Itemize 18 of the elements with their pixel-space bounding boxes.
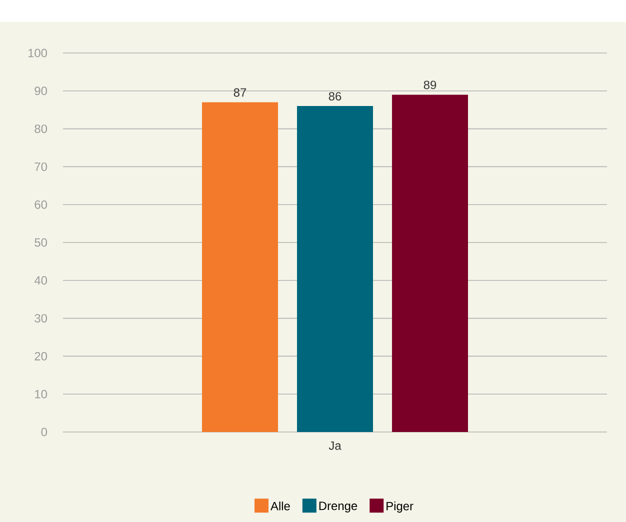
legend-label: Drenge [319,502,358,512]
y-tick-label: 50 [34,238,48,247]
y-tick-label: 90 [34,86,48,96]
y-tick-label: 40 [34,276,48,285]
y-tick-label: 10 [35,390,48,398]
y-tick-label: 0 [41,428,48,436]
data-label: 86 [328,92,342,101]
y-tick-label: 80 [34,124,48,134]
legend-label: Piger [386,502,414,513]
y-tick-label: 70 [34,162,48,171]
data-label: 89 [424,80,436,90]
legend-label: Alle [270,502,290,510]
y-tick-label: 100 [28,48,48,58]
data-label: 87 [234,88,246,97]
y-tick-label: 30 [34,314,48,323]
x-tick-label: Ja [328,442,342,450]
y-tick-label: 20 [34,352,48,360]
y-tick-label: 60 [34,200,48,209]
